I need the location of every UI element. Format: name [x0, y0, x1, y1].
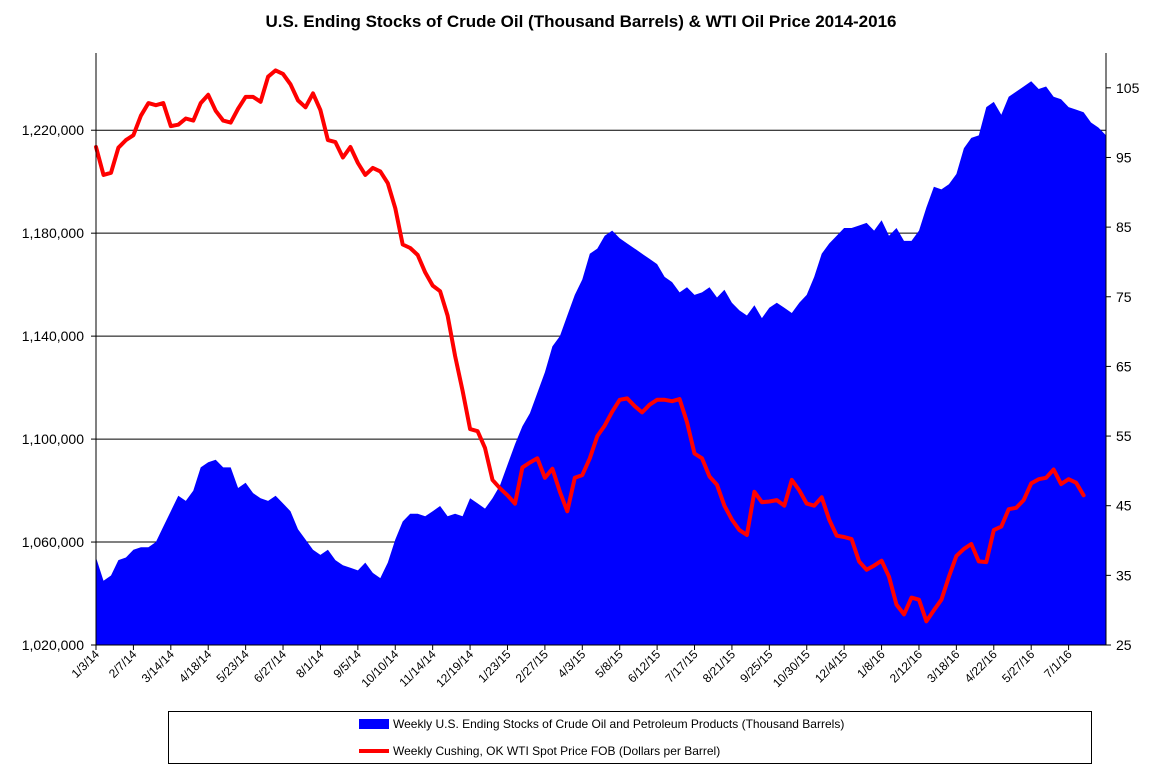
legend: Weekly U.S. Ending Stocks of Crude Oil a… [168, 711, 1092, 764]
right-axis-tick-label: 95 [1116, 149, 1132, 165]
x-axis-tick-label: 11/14/14 [396, 647, 439, 690]
left-axis-tick-label: 1,220,000 [22, 122, 84, 138]
right-axis-tick-label: 45 [1116, 498, 1132, 514]
price-line-series [94, 68, 1086, 624]
price-line-layer [94, 68, 1086, 624]
x-axis-tick-label: 12/4/15 [812, 647, 850, 685]
x-axis-tick-label: 10/30/15 [770, 647, 813, 690]
x-axis-tick-label: 4/3/15 [555, 647, 589, 681]
x-axis-tick-label: 12/19/14 [433, 647, 476, 690]
x-axis-tick-label: 5/8/15 [592, 647, 626, 681]
right-axis-tick-label: 25 [1116, 637, 1132, 653]
x-axis-tick-label: 6/27/14 [251, 647, 289, 685]
x-axis-tick-label: 4/22/16 [962, 647, 1000, 685]
x-axis-tick-label: 2/7/14 [106, 647, 140, 681]
legend-label-price: Weekly Cushing, OK WTI Spot Price FOB (D… [393, 744, 721, 758]
x-axis-tick-label: 2/27/15 [513, 647, 551, 685]
left-axis-tick-label: 1,180,000 [22, 225, 84, 241]
right-axis-tick-label: 65 [1116, 358, 1132, 374]
x-axis-tick-label: 2/12/16 [887, 647, 925, 685]
right-axis-tick-label: 55 [1116, 428, 1132, 444]
right-axis-tick-label: 75 [1116, 289, 1132, 305]
x-axis-tick-labels: 1/3/14 2/7/14 3/14/14 4/18/14 5/23/14 6/27/14… [69, 647, 1075, 690]
x-axis-tick-label: 3/18/16 [924, 647, 962, 685]
legend-label-stocks: Weekly U.S. Ending Stocks of Crude Oil a… [393, 717, 845, 731]
legend-item-stocks: Weekly U.S. Ending Stocks of Crude Oil a… [359, 717, 844, 731]
chart-plot: 1,020,000 1,060,000 1,100,000 1,140,000 1,18… [22, 53, 1140, 690]
legend-item-price: Weekly Cushing, OK WTI Spot Price FOB (D… [359, 744, 720, 758]
x-axis-tick-label: 9/5/14 [330, 647, 364, 681]
x-axis-tick-label: 5/23/14 [214, 647, 252, 685]
x-axis-tick-label: 10/10/14 [358, 647, 401, 690]
left-axis-tick-label: 1,020,000 [22, 637, 84, 653]
left-axis-tick-labels: 1,020,000 1,060,000 1,100,000 1,140,000 1,18… [22, 122, 84, 653]
x-axis-tick-label: 4/18/14 [176, 647, 214, 685]
stocks-area-series [96, 81, 1106, 646]
right-axis-tick-labels: 25 35 45 55 65 75 85 95 105 [1116, 80, 1140, 653]
x-axis-tick-label: 7/1/16 [1041, 647, 1075, 681]
left-axis-tick-label: 1,060,000 [22, 534, 84, 550]
x-axis-tick-label: 8/21/15 [700, 647, 738, 685]
x-axis-tick-label: 5/27/16 [999, 647, 1037, 685]
right-axis-tick-label: 35 [1116, 567, 1132, 583]
left-axis-tick-label: 1,140,000 [22, 328, 84, 344]
x-axis-tick-label: 7/17/15 [662, 647, 700, 685]
stocks-area-layer [96, 81, 1106, 646]
left-axis-tick-label: 1,100,000 [22, 431, 84, 447]
legend-swatch-price [359, 749, 389, 753]
right-axis-tick-label: 105 [1116, 80, 1140, 96]
legend-swatch-stocks [359, 719, 389, 729]
chart-title: U.S. Ending Stocks of Crude Oil (Thousan… [265, 12, 897, 31]
x-axis-tick-label: 6/12/15 [625, 647, 663, 685]
right-axis-tick-label: 85 [1116, 219, 1132, 235]
x-axis-tick-label: 8/1/14 [293, 647, 327, 681]
x-axis-tick-label: 3/14/14 [139, 647, 177, 685]
x-axis-tick-label: 1/23/15 [475, 647, 513, 685]
x-axis-tick-label: 1/8/16 [854, 647, 888, 681]
axes [91, 53, 1111, 650]
